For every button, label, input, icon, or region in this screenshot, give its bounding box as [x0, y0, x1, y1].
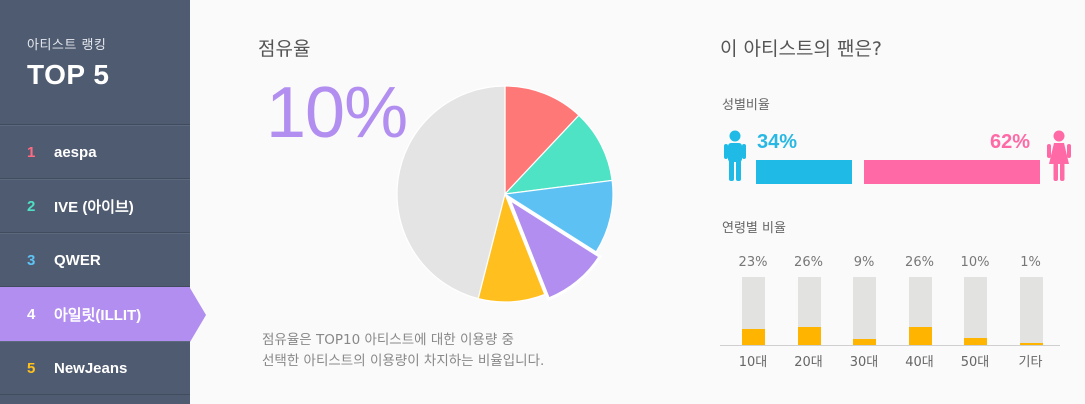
age-percent: 9%: [853, 255, 875, 270]
age-percent: 23%: [738, 255, 768, 270]
share-description: 점유율은 TOP10 아티스트에 대한 이용량 중 선택한 아티스트의 이용량이…: [262, 330, 544, 372]
pie-slice-3: [503, 179, 614, 253]
ranking-number: 2: [27, 197, 36, 215]
gender-ratio-label: 성별비율: [722, 98, 770, 113]
share-description-line-2: 선택한 아티스트의 이용량이 차지하는 비율입니다.: [262, 353, 545, 369]
age-column: 26% 40대: [895, 250, 945, 375]
ranking-item-4[interactable]: 4 아일릿(ILLIT): [0, 287, 206, 342]
age-column: 26% 20대: [784, 250, 834, 375]
ranking-item-3[interactable]: 3 QWER: [0, 233, 190, 287]
age-bar-track: [964, 277, 987, 345]
age-column: 1% 기타: [1006, 250, 1056, 375]
age-bar-chart: 23% 10대 26% 20대 9% 30대 26% 40대 10% 50대 1% 기타: [720, 250, 1060, 375]
sidebar-title: TOP 5: [27, 59, 110, 90]
sidebar-subtitle: 아티스트 랭킹: [27, 38, 107, 53]
share-description-line-1: 점유율은 TOP10 아티스트에 대한 이용량 중: [262, 332, 514, 348]
share-pie-chart: [396, 85, 614, 303]
artist-name: NewJeans: [54, 359, 128, 377]
age-bar-fill: [908, 327, 932, 345]
age-group-label: 30대: [849, 355, 879, 370]
age-percent: 1%: [1020, 255, 1041, 270]
age-group-label: 10대: [738, 355, 768, 370]
female-percent: 62%: [990, 131, 1031, 153]
ranking-number: 1: [27, 143, 36, 161]
age-ratio-label: 연령별 비율: [722, 221, 786, 236]
ranking-item-2[interactable]: 2 IVE (아이브): [0, 179, 190, 233]
ranking-number: 5: [27, 359, 36, 377]
ranking-sidebar: 아티스트 랭킹 TOP 5 1 aespa 2 IVE (아이브) 3 QWER 4 아일릿(…: [0, 0, 206, 404]
age-group-label: 기타: [1018, 355, 1043, 370]
age-group-label: 40대: [905, 355, 934, 370]
age-group-label: 50대: [960, 355, 990, 370]
age-percent: 10%: [960, 255, 990, 270]
share-percent: 10%: [266, 73, 408, 153]
sidebar-header: 아티스트 랭킹 TOP 5: [0, 0, 190, 125]
artist-name: 아일릿(ILLIT): [54, 306, 142, 324]
age-percent: 26%: [905, 255, 934, 270]
age-bar-fill: [964, 338, 987, 345]
age-bar-fill: [742, 329, 765, 345]
age-bar-fill: [1019, 343, 1043, 345]
artist-name: IVE (아이브): [54, 198, 134, 216]
age-bar-fill: [853, 339, 876, 345]
ranking-number: 3: [27, 251, 36, 269]
pie-slice-2: [503, 114, 613, 195]
ranking-item-1[interactable]: 1 aespa: [0, 125, 190, 179]
female-ratio-bar: [864, 160, 1040, 184]
artist-name: aespa: [54, 143, 97, 161]
ranking-number: 4: [27, 305, 36, 323]
age-column: 9% 30대: [839, 250, 889, 375]
ranking-list: 1 aespa 2 IVE (아이브) 3 QWER 4 아일릿(ILLIT) 5 NewJean…: [0, 125, 206, 395]
fans-title: 이 아티스트의 팬은?: [720, 38, 883, 60]
age-bar-track: [908, 277, 932, 345]
artist-name: QWER: [54, 251, 101, 269]
age-bar-track: [853, 277, 876, 345]
age-column: 23% 10대: [728, 250, 778, 375]
age-bar-track: [1019, 277, 1043, 345]
male-person-icon: [724, 130, 746, 181]
age-bar-track: [797, 277, 821, 345]
female-person-icon: [1047, 130, 1071, 181]
age-group-label: 20대: [794, 355, 823, 370]
age-chart-baseline: [720, 345, 1060, 346]
male-percent: 34%: [757, 131, 798, 153]
age-bar-fill: [797, 327, 821, 345]
pie-slice-rest: [396, 85, 506, 300]
pie-slice-1: [504, 85, 580, 196]
age-bar-track: [742, 277, 765, 345]
male-ratio-bar: [756, 160, 852, 184]
age-column: 10% 50대: [950, 250, 1000, 375]
age-percent: 26%: [794, 255, 823, 270]
share-title: 점유율: [258, 38, 311, 60]
ranking-item-5[interactable]: 5 NewJeans: [0, 341, 190, 395]
pie-slice-4: [505, 194, 603, 301]
